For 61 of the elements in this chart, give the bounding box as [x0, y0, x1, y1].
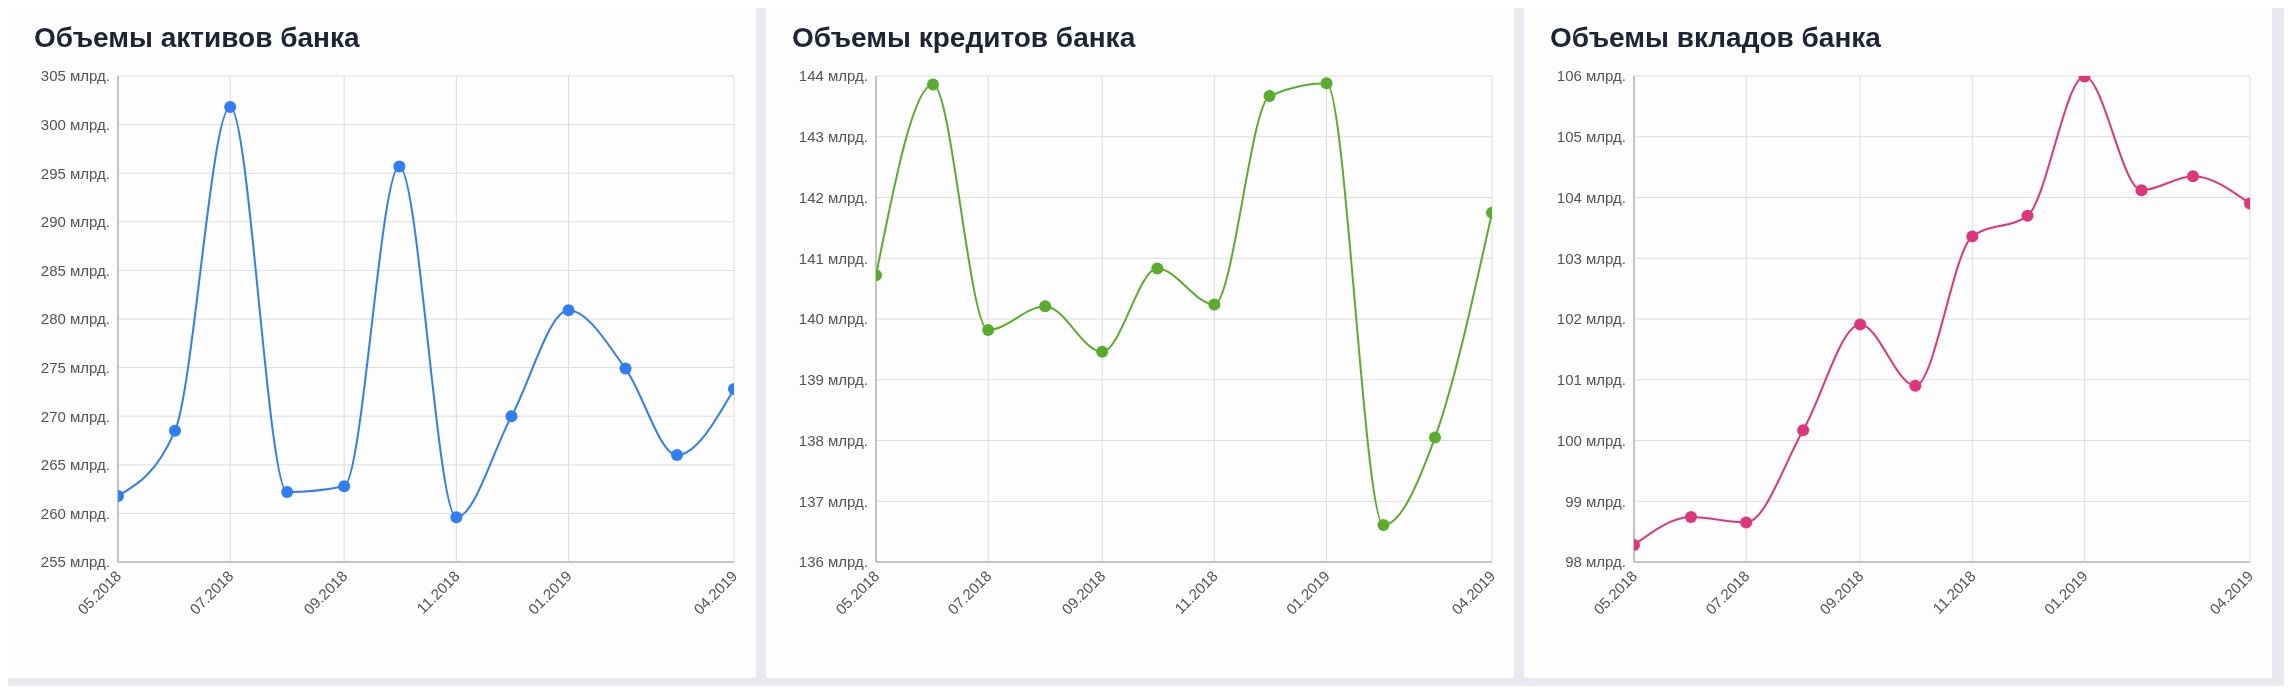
- y-tick-label: 275 млрд.: [40, 358, 110, 376]
- y-tick-label: 100 млрд.: [1556, 431, 1626, 449]
- point: [1320, 77, 1333, 90]
- chart-title: Объемы вкладов банка: [1550, 22, 1882, 55]
- y-tick-label: 305 млрд.: [40, 67, 110, 85]
- point: [1429, 431, 1441, 444]
- y-tick-label: 255 млрд.: [40, 553, 110, 571]
- point: [1263, 90, 1276, 103]
- y-tick-label: 99 млрд.: [1565, 492, 1626, 510]
- y-tick-label: 295 млрд.: [40, 164, 110, 182]
- point: [2187, 170, 2199, 183]
- point: [281, 486, 294, 499]
- y-tick-label: 290 млрд.: [40, 213, 110, 231]
- point: [1854, 318, 1867, 331]
- y-tick-label: 280 млрд.: [40, 310, 110, 328]
- point: [1909, 379, 1922, 392]
- point: [1377, 518, 1390, 531]
- y-tick-label: 265 млрд.: [40, 456, 110, 474]
- point: [505, 410, 518, 423]
- y-tick-label: 143 млрд.: [798, 128, 868, 146]
- point: [393, 160, 406, 173]
- point: [450, 511, 463, 524]
- point: [1966, 230, 1979, 243]
- chart-title: Объемы кредитов банка: [792, 22, 1137, 55]
- point: [1797, 424, 1810, 437]
- chart-title: Объемы активов банка: [34, 22, 361, 55]
- y-tick-label: 142 млрд.: [798, 188, 868, 206]
- point: [927, 78, 939, 91]
- point: [619, 362, 632, 375]
- point: [562, 304, 575, 317]
- y-tick-label: 300 млрд.: [40, 115, 110, 133]
- point: [982, 323, 995, 336]
- y-tick-label: 104 млрд.: [1556, 188, 1626, 206]
- point: [1151, 262, 1164, 275]
- y-tick-label: 102 млрд.: [1556, 310, 1626, 328]
- y-tick-label: 105 млрд.: [1556, 128, 1626, 146]
- point: [1039, 300, 1052, 313]
- point: [224, 101, 237, 114]
- y-tick-label: 141 млрд.: [798, 249, 868, 267]
- point: [2021, 209, 2034, 222]
- point: [169, 424, 181, 437]
- y-tick-label: 138 млрд.: [798, 431, 868, 449]
- y-tick-label: 140 млрд.: [798, 310, 868, 328]
- point: [671, 449, 683, 462]
- y-tick-label: 139 млрд.: [798, 371, 868, 389]
- point: [1096, 345, 1109, 358]
- y-tick-label: 103 млрд.: [1556, 249, 1626, 267]
- point: [1685, 511, 1697, 524]
- y-tick-label: 260 млрд.: [40, 504, 110, 522]
- point: [2135, 184, 2148, 197]
- point: [338, 480, 351, 493]
- y-tick-label: 106 млрд.: [1556, 67, 1626, 85]
- point: [1208, 298, 1221, 311]
- point: [1740, 516, 1753, 529]
- y-tick-label: 101 млрд.: [1556, 371, 1626, 389]
- y-tick-label: 98 млрд.: [1565, 553, 1626, 571]
- y-tick-label: 136 млрд.: [798, 553, 868, 571]
- y-tick-label: 270 млрд.: [40, 407, 110, 425]
- y-tick-label: 144 млрд.: [798, 67, 868, 85]
- y-tick-label: 285 млрд.: [40, 261, 110, 279]
- y-tick-label: 137 млрд.: [798, 492, 868, 510]
